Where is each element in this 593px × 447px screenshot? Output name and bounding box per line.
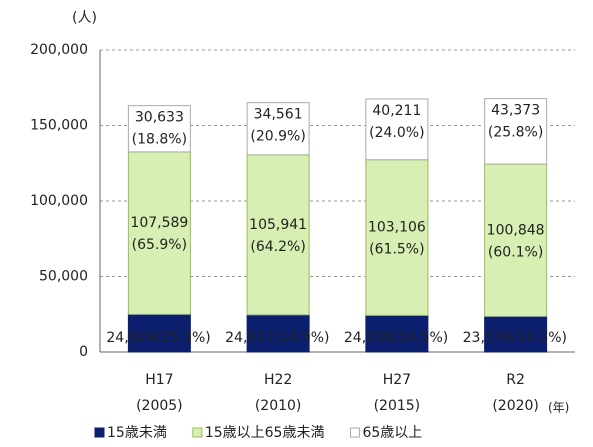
x-tick-year: (2020) xyxy=(492,398,539,414)
x-unit: (年) xyxy=(548,401,569,415)
value-label: 30,633 xyxy=(135,110,184,126)
bar-segment xyxy=(127,105,191,153)
bar-segment xyxy=(246,314,310,353)
y-unit: (人) xyxy=(72,10,97,26)
bar-segment xyxy=(127,313,191,353)
bar-segment xyxy=(365,98,429,161)
legend-swatch xyxy=(192,427,203,438)
share-label: (15.3%) xyxy=(155,330,210,346)
share-label: (14.9%) xyxy=(274,330,329,346)
x-tick-label: H17 xyxy=(145,372,173,388)
bar-segment xyxy=(484,163,548,317)
value-label: 34,561 xyxy=(254,107,303,123)
legend-label: 65歳以上 xyxy=(362,425,422,441)
y-tick-label: 50,000 xyxy=(39,269,88,285)
value-label: 105,941 xyxy=(249,217,307,233)
y-tick-label: 100,000 xyxy=(30,193,88,209)
value-label: 24,924 xyxy=(106,330,155,346)
x-tick-year: (2010) xyxy=(255,398,302,414)
share-label: (61.5%) xyxy=(369,242,424,258)
value-label: 24,617 xyxy=(225,330,274,346)
bar-segment xyxy=(365,159,429,316)
value-label: 43,373 xyxy=(491,103,540,119)
legend-swatch xyxy=(94,427,105,438)
y-tick-label: 150,000 xyxy=(30,118,88,134)
share-label: (20.9%) xyxy=(250,129,305,145)
x-tick-year: (2015) xyxy=(374,398,421,414)
x-tick-label: R2 xyxy=(506,372,525,388)
share-label: (25.8%) xyxy=(488,125,543,141)
bar-segment xyxy=(127,151,191,315)
share-label: (18.8%) xyxy=(132,132,187,148)
value-label: 40,211 xyxy=(372,103,421,119)
x-tick-year: (2005) xyxy=(136,398,183,414)
legend-label: 15歳以上65歳未満 xyxy=(205,425,325,441)
x-tick-label: H27 xyxy=(383,372,411,388)
share-label: (14.5%) xyxy=(393,330,448,346)
share-label: (64.2%) xyxy=(250,239,305,255)
share-label: (24.0%) xyxy=(369,125,424,141)
value-label: 107,589 xyxy=(130,215,188,231)
y-tick-label: 0 xyxy=(79,344,88,360)
value-label: 23,576 xyxy=(463,330,512,346)
value-label: 24,236 xyxy=(344,330,393,346)
value-label: 103,106 xyxy=(368,220,426,236)
bar-segment xyxy=(246,154,310,316)
bar-segment xyxy=(484,98,548,165)
share-label: (60.1%) xyxy=(488,244,543,260)
value-label: 100,848 xyxy=(487,222,545,238)
legend-swatch xyxy=(349,427,360,438)
legend-label: 15歳未満 xyxy=(107,425,167,441)
bar-segment xyxy=(246,102,310,156)
share-label: (65.9%) xyxy=(132,237,187,253)
y-tick-label: 200,000 xyxy=(30,42,88,58)
share-label: (14.1%) xyxy=(512,330,567,346)
x-tick-label: H22 xyxy=(264,372,292,388)
